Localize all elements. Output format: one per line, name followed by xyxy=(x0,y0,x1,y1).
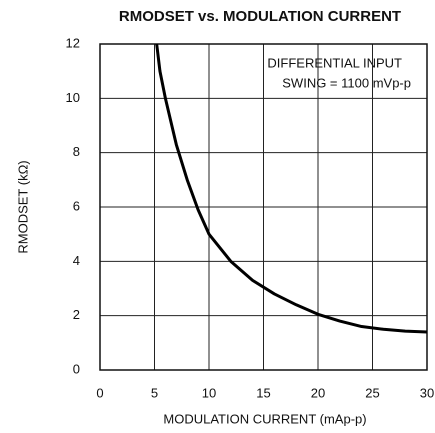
x-tick-label: 25 xyxy=(365,385,379,400)
x-tick-label: 0 xyxy=(96,385,103,400)
x-tick-label: 5 xyxy=(151,385,158,400)
x-tick-label: 20 xyxy=(311,385,325,400)
y-tick-label: 6 xyxy=(73,198,80,213)
y-tick-label: 8 xyxy=(73,144,80,159)
x-tick-label: 15 xyxy=(256,385,270,400)
x-axis-label: MODULATION CURRENT (mAp-p) xyxy=(163,411,366,426)
data-line xyxy=(155,43,428,334)
y-tick-label: 10 xyxy=(66,90,80,105)
annotation: DIFFERENTIAL INPUT xyxy=(267,55,402,70)
y-tick-label: 4 xyxy=(73,253,80,268)
plot-frame xyxy=(99,43,428,371)
y-tick-label: 2 xyxy=(73,307,80,322)
x-tick-label: 30 xyxy=(420,385,434,400)
annotation: SWING = 1100 mVp-p xyxy=(282,75,411,90)
y-axis-label: RMODSET (kΩ) xyxy=(15,160,30,253)
chart-title: RMODSET vs. MODULATION CURRENT xyxy=(119,8,401,25)
x-tick-label: 10 xyxy=(202,385,216,400)
y-tick-label: 0 xyxy=(73,361,80,376)
y-tick-label: 12 xyxy=(66,35,80,50)
